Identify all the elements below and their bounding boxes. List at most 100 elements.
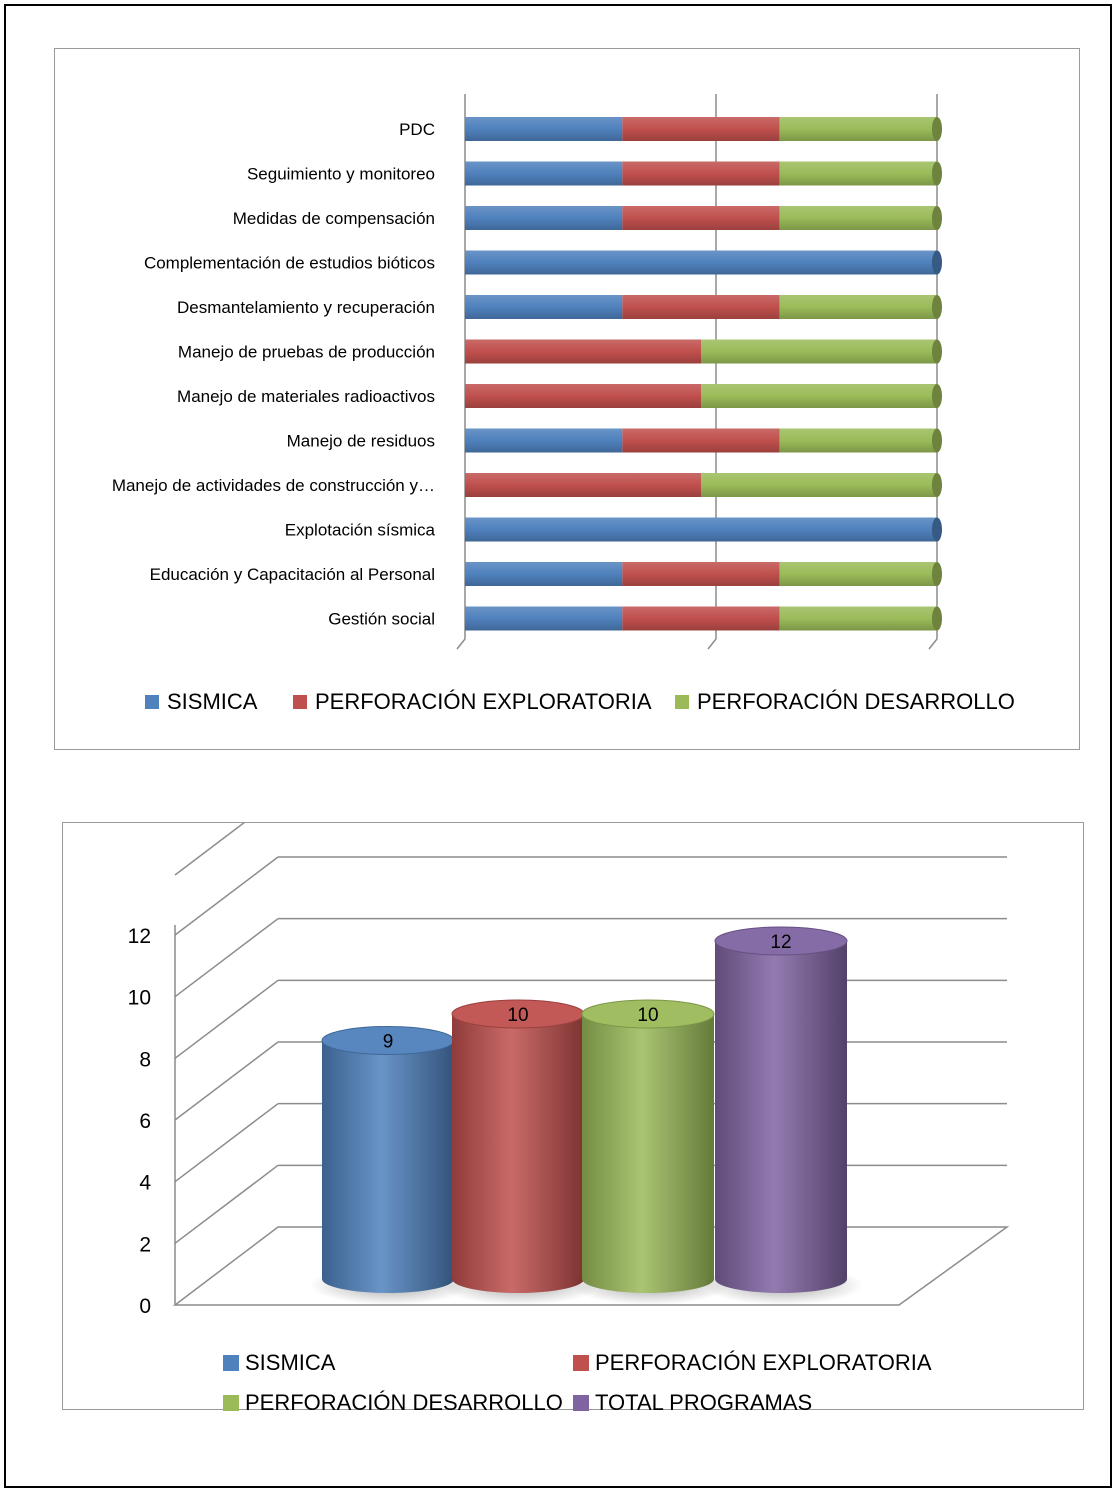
bar-segment (779, 161, 937, 186)
legend-swatch-total-programas (573, 1395, 589, 1411)
legend-item-perforacion-exploratoria: PERFORACIÓN EXPLORATORIA (293, 689, 652, 715)
legend-label: PERFORACIÓN DESARROLLO (697, 689, 1015, 714)
bar-segment (465, 384, 701, 408)
cylinder-top (714, 926, 848, 956)
stacked-bar-chart: PDC Seguimiento y monitoreo Medidas de com… (54, 48, 1080, 750)
bar-segment (701, 384, 937, 408)
y-tick-label: 10 (128, 987, 151, 1010)
bar-segment (779, 428, 937, 453)
bar-end-cap (932, 384, 942, 408)
bar-segment (622, 295, 780, 319)
bar-end-cap (932, 117, 942, 141)
legend-item-perforacion-exploratoria: PERFORACIÓN EXPLORATORIA (573, 1350, 932, 1376)
bar-segment (465, 206, 623, 230)
cylinder-top (581, 999, 715, 1029)
bar-end-cap (932, 606, 942, 631)
bar-end-cap (932, 428, 942, 453)
category-label: Manejo de materiales radioactivos (177, 387, 435, 406)
gridline-floor (456, 638, 466, 650)
bar-segment (465, 606, 623, 631)
y-tick-label: 6 (139, 1110, 151, 1133)
bar-segment (465, 250, 937, 275)
y-tick-label: 0 (139, 1295, 151, 1318)
category-label: Desmantelamiento y recuperación (177, 298, 435, 317)
cylinder-body (322, 1040, 454, 1293)
gridline-side (174, 823, 245, 876)
bar-segment (465, 161, 623, 186)
bar-end-cap (932, 250, 942, 275)
gridline-side (174, 1041, 279, 1121)
bar-segment (701, 339, 937, 364)
legend-swatch-sismica (145, 695, 159, 709)
legend-item-total-programas: TOTAL PROGRAMAS (573, 1390, 812, 1416)
cylinder-bar-chart: 0 2 4 6 8 10 12 9 10 10 12 SISMICA PERFORACIÓN EXP… (62, 822, 1084, 1415)
bar-end-cap (932, 473, 942, 497)
cylinder-bar-plot: 0 2 4 6 8 10 12 9 10 10 12 (128, 823, 1010, 1318)
bar-segment (779, 606, 937, 631)
legend-item-sismica: SISMICA (223, 1350, 335, 1376)
bar-end-cap (932, 295, 942, 319)
legend-swatch-perforacion-desarrollo (223, 1395, 239, 1411)
legend-item-perforacion-desarrollo: PERFORACIÓN DESARROLLO (675, 689, 1015, 715)
y-tick-label: 8 (139, 1048, 151, 1071)
legend-item-sismica: SISMICA (145, 689, 257, 715)
legend-swatch-perforacion-desarrollo (675, 695, 689, 709)
bar-segment (779, 206, 937, 230)
legend-label: PERFORACIÓN EXPLORATORIA (315, 689, 652, 714)
legend-label: PERFORACIÓN DESARROLLO (245, 1390, 563, 1415)
legend-label: SISMICA (245, 1350, 336, 1375)
bar-segment (779, 295, 937, 319)
stacked-bar-plot: PDC Seguimiento y monitoreo Medidas de com… (112, 94, 942, 650)
legend-label: PERFORACIÓN EXPLORATORIA (595, 1350, 932, 1375)
cylinder-body (452, 1014, 584, 1293)
cylinder-body (582, 1014, 714, 1293)
page-border: PDC Seguimiento y monitoreo Medidas de com… (4, 4, 1112, 1488)
bar-segment (622, 428, 780, 453)
cylinder-body (715, 941, 847, 1293)
chart2-legend: SISMICA PERFORACIÓN EXPLORATORIA PERFORA… (63, 1345, 1085, 1415)
bar-segment (465, 117, 623, 141)
bar-segment (622, 117, 780, 141)
category-label: Manejo de residuos (287, 432, 435, 451)
category-label: PDC (399, 120, 435, 139)
legend-label: SISMICA (167, 689, 258, 714)
bar-segment (622, 161, 780, 186)
category-label: Educación y Capacitación al Personal (150, 565, 435, 584)
bar-end-cap (932, 517, 942, 542)
data-label: 9 (383, 1032, 394, 1053)
bar-segment (465, 428, 623, 453)
bar-segment (622, 562, 780, 586)
gridline-side (174, 979, 279, 1059)
bar-segment (622, 206, 780, 230)
bar-segment (701, 473, 937, 497)
category-label: Gestión social (328, 610, 435, 629)
data-label: 12 (770, 932, 791, 953)
bar-segment (465, 295, 623, 319)
legend-label: TOTAL PROGRAMAS (595, 1390, 813, 1415)
bar-end-cap (932, 339, 942, 364)
bar-end-cap (932, 161, 942, 186)
bar-segment (465, 562, 623, 586)
legend-swatch-perforacion-exploratoria (293, 695, 307, 709)
data-label: 10 (637, 1005, 658, 1026)
gridline-side (174, 1164, 279, 1244)
gridline-side (174, 918, 279, 998)
gridline-side (174, 1103, 279, 1183)
bar-segment (465, 517, 937, 542)
gridline-floor (707, 638, 717, 650)
y-tick-label: 12 (128, 925, 151, 948)
bar-segment (465, 339, 701, 364)
category-label: Explotación sísmica (285, 521, 436, 540)
chart1-legend: SISMICA PERFORACIÓN EXPLORATORIA PERFORA… (55, 689, 1081, 729)
bar-end-cap (932, 206, 942, 230)
data-label: 10 (507, 1005, 528, 1026)
category-label: Manejo de actividades de construcción y… (112, 476, 435, 495)
bar-segment (779, 117, 937, 141)
category-label: Medidas de compensación (233, 209, 435, 228)
bar-segment (465, 473, 701, 497)
category-label: Seguimiento y monitoreo (247, 165, 435, 184)
category-label: Manejo de pruebas de producción (178, 343, 435, 362)
gridline-side (174, 856, 279, 936)
legend-item-perforacion-desarrollo: PERFORACIÓN DESARROLLO (223, 1390, 563, 1416)
legend-swatch-perforacion-exploratoria (573, 1355, 589, 1371)
